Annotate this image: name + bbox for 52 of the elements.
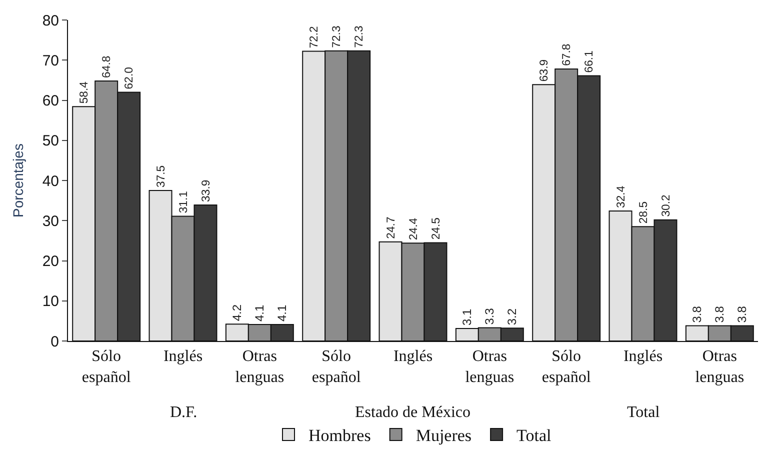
- data-label: 4.1: [275, 304, 290, 322]
- x-tick-label: Inglés: [393, 348, 433, 366]
- y-axis-title: Porcentajes: [10, 144, 26, 218]
- y-tick-label: 50: [42, 132, 59, 150]
- data-label: 37.5: [155, 165, 168, 188]
- data-label: 72.2: [308, 26, 321, 48]
- data-label: 31.1: [178, 191, 190, 214]
- y-tick-label: 0: [50, 333, 59, 350]
- data-label: 3.8: [735, 306, 750, 323]
- data-label: 24.7: [385, 216, 398, 239]
- x-tick-label: Otras lenguas: [465, 348, 514, 386]
- y-tick-label: 80: [42, 12, 59, 30]
- x-tick-label: Inglés: [623, 348, 663, 366]
- data-label: 4.2: [230, 304, 244, 322]
- x-tick-label: Otras lenguas: [235, 348, 284, 386]
- data-label: 62.0: [124, 67, 136, 90]
- x-tick-label: Sólo español: [312, 348, 362, 386]
- y-tick-label: 10: [42, 293, 59, 310]
- data-label: 24.5: [430, 218, 442, 240]
- data-label: 67.8: [561, 44, 574, 66]
- data-label: 32.4: [615, 186, 628, 208]
- text: Estado de México: [355, 404, 471, 421]
- y-tick-label: 20: [42, 253, 59, 270]
- data-label: 63.9: [538, 59, 551, 82]
- legend-label: Total: [516, 426, 552, 446]
- data-label: 3.2: [505, 308, 520, 326]
- data-label: 3.3: [482, 308, 497, 325]
- data-label: 66.1: [584, 50, 596, 73]
- data-label: 3.8: [712, 306, 727, 323]
- data-label: 72.3: [331, 26, 344, 48]
- data-label: 33.9: [200, 180, 212, 202]
- x-tick-label: Sólo español: [542, 348, 592, 386]
- text: D.F.: [170, 404, 198, 421]
- legend-label: Hombres: [308, 426, 371, 446]
- text: Total: [627, 404, 660, 421]
- x-tick-label: Inglés: [163, 348, 203, 366]
- data-label: 3.1: [460, 308, 474, 326]
- data-label: 30.2: [660, 194, 672, 217]
- legend-label: Mujeres: [416, 426, 472, 446]
- x-tick-label: Sólo español: [82, 348, 132, 386]
- data-label: 3.8: [690, 306, 704, 323]
- data-label: 24.4: [408, 218, 420, 240]
- y-tick-label: 30: [42, 212, 59, 230]
- y-tick-label: 40: [42, 172, 59, 190]
- y-tick-label: 60: [42, 92, 59, 110]
- data-label: 28.5: [638, 201, 650, 224]
- data-label: 58.4: [78, 82, 91, 104]
- data-label: 64.8: [101, 56, 114, 78]
- y-tick-label: 70: [42, 52, 59, 70]
- x-tick-label: Otras lenguas: [695, 348, 744, 386]
- data-label: 72.3: [354, 26, 366, 48]
- data-label: 4.1: [252, 304, 267, 322]
